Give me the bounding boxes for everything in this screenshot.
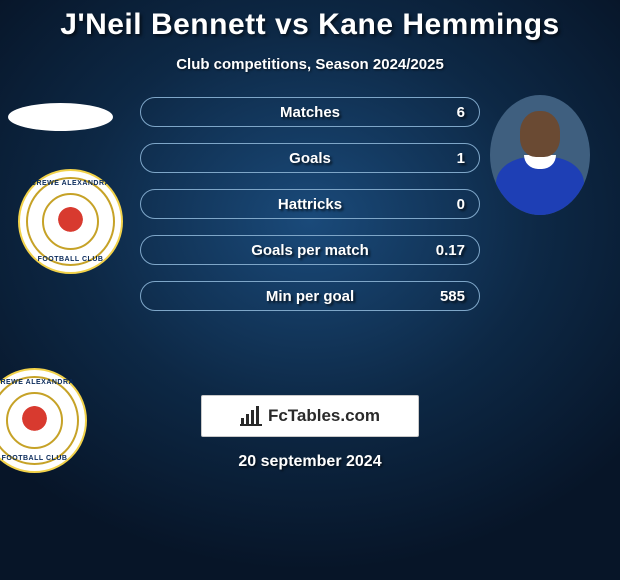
page-title: J'Neil Bennett vs Kane Hemmings [0,0,620,42]
brand-text: FcTables.com [268,406,380,426]
stat-row: Matches 6 [140,97,480,127]
stat-value: 0.17 [436,242,465,259]
stat-value: 0 [457,196,465,213]
stat-row: Goals per match 0.17 [140,235,480,265]
stat-area: CREWE ALEXANDRA FOOTBALL CLUB CREWE ALEX… [0,111,620,371]
player-avatar-right [490,95,590,215]
stat-label: Hattricks [278,196,342,213]
club-badge-left: CREWE ALEXANDRA FOOTBALL CLUB [18,169,123,274]
subtitle: Club competitions, Season 2024/2025 [0,56,620,73]
stat-bars: Matches 6 Goals 1 Hattricks 0 Goals per match 0… [140,97,480,327]
badge-bottom-text: FOOTBALL CLUB [0,455,85,462]
lion-icon [14,400,55,441]
date-text: 20 september 2024 [0,453,620,471]
stat-label: Min per goal [266,288,354,305]
stat-value: 585 [440,288,465,305]
stat-value: 6 [457,104,465,121]
lion-icon [50,201,91,242]
chart-icon [240,406,262,426]
stat-label: Matches [280,104,340,121]
brand-box: FcTables.com [201,395,419,437]
badge-top-text: CREWE ALEXANDRA [20,180,121,187]
badge-bottom-text: FOOTBALL CLUB [20,256,121,263]
club-badge-right: CREWE ALEXANDRA FOOTBALL CLUB [0,368,87,473]
stat-row: Min per goal 585 [140,281,480,311]
stat-label: Goals [289,150,331,167]
stat-value: 1 [457,150,465,167]
stat-label: Goals per match [251,242,369,259]
stat-row: Hattricks 0 [140,189,480,219]
stat-row: Goals 1 [140,143,480,173]
player-silhouette-left [8,103,113,131]
badge-top-text: CREWE ALEXANDRA [0,379,85,386]
